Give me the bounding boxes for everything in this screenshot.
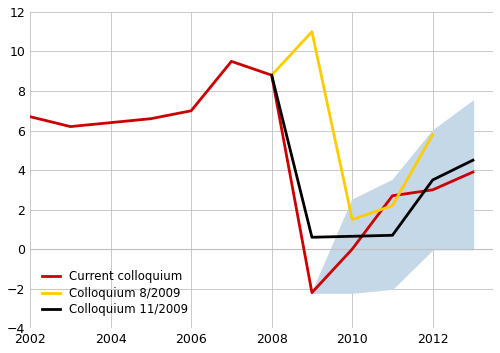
Legend: Current colloquium, Colloquium 8/2009, Colloquium 11/2009: Current colloquium, Colloquium 8/2009, C… xyxy=(36,264,194,322)
